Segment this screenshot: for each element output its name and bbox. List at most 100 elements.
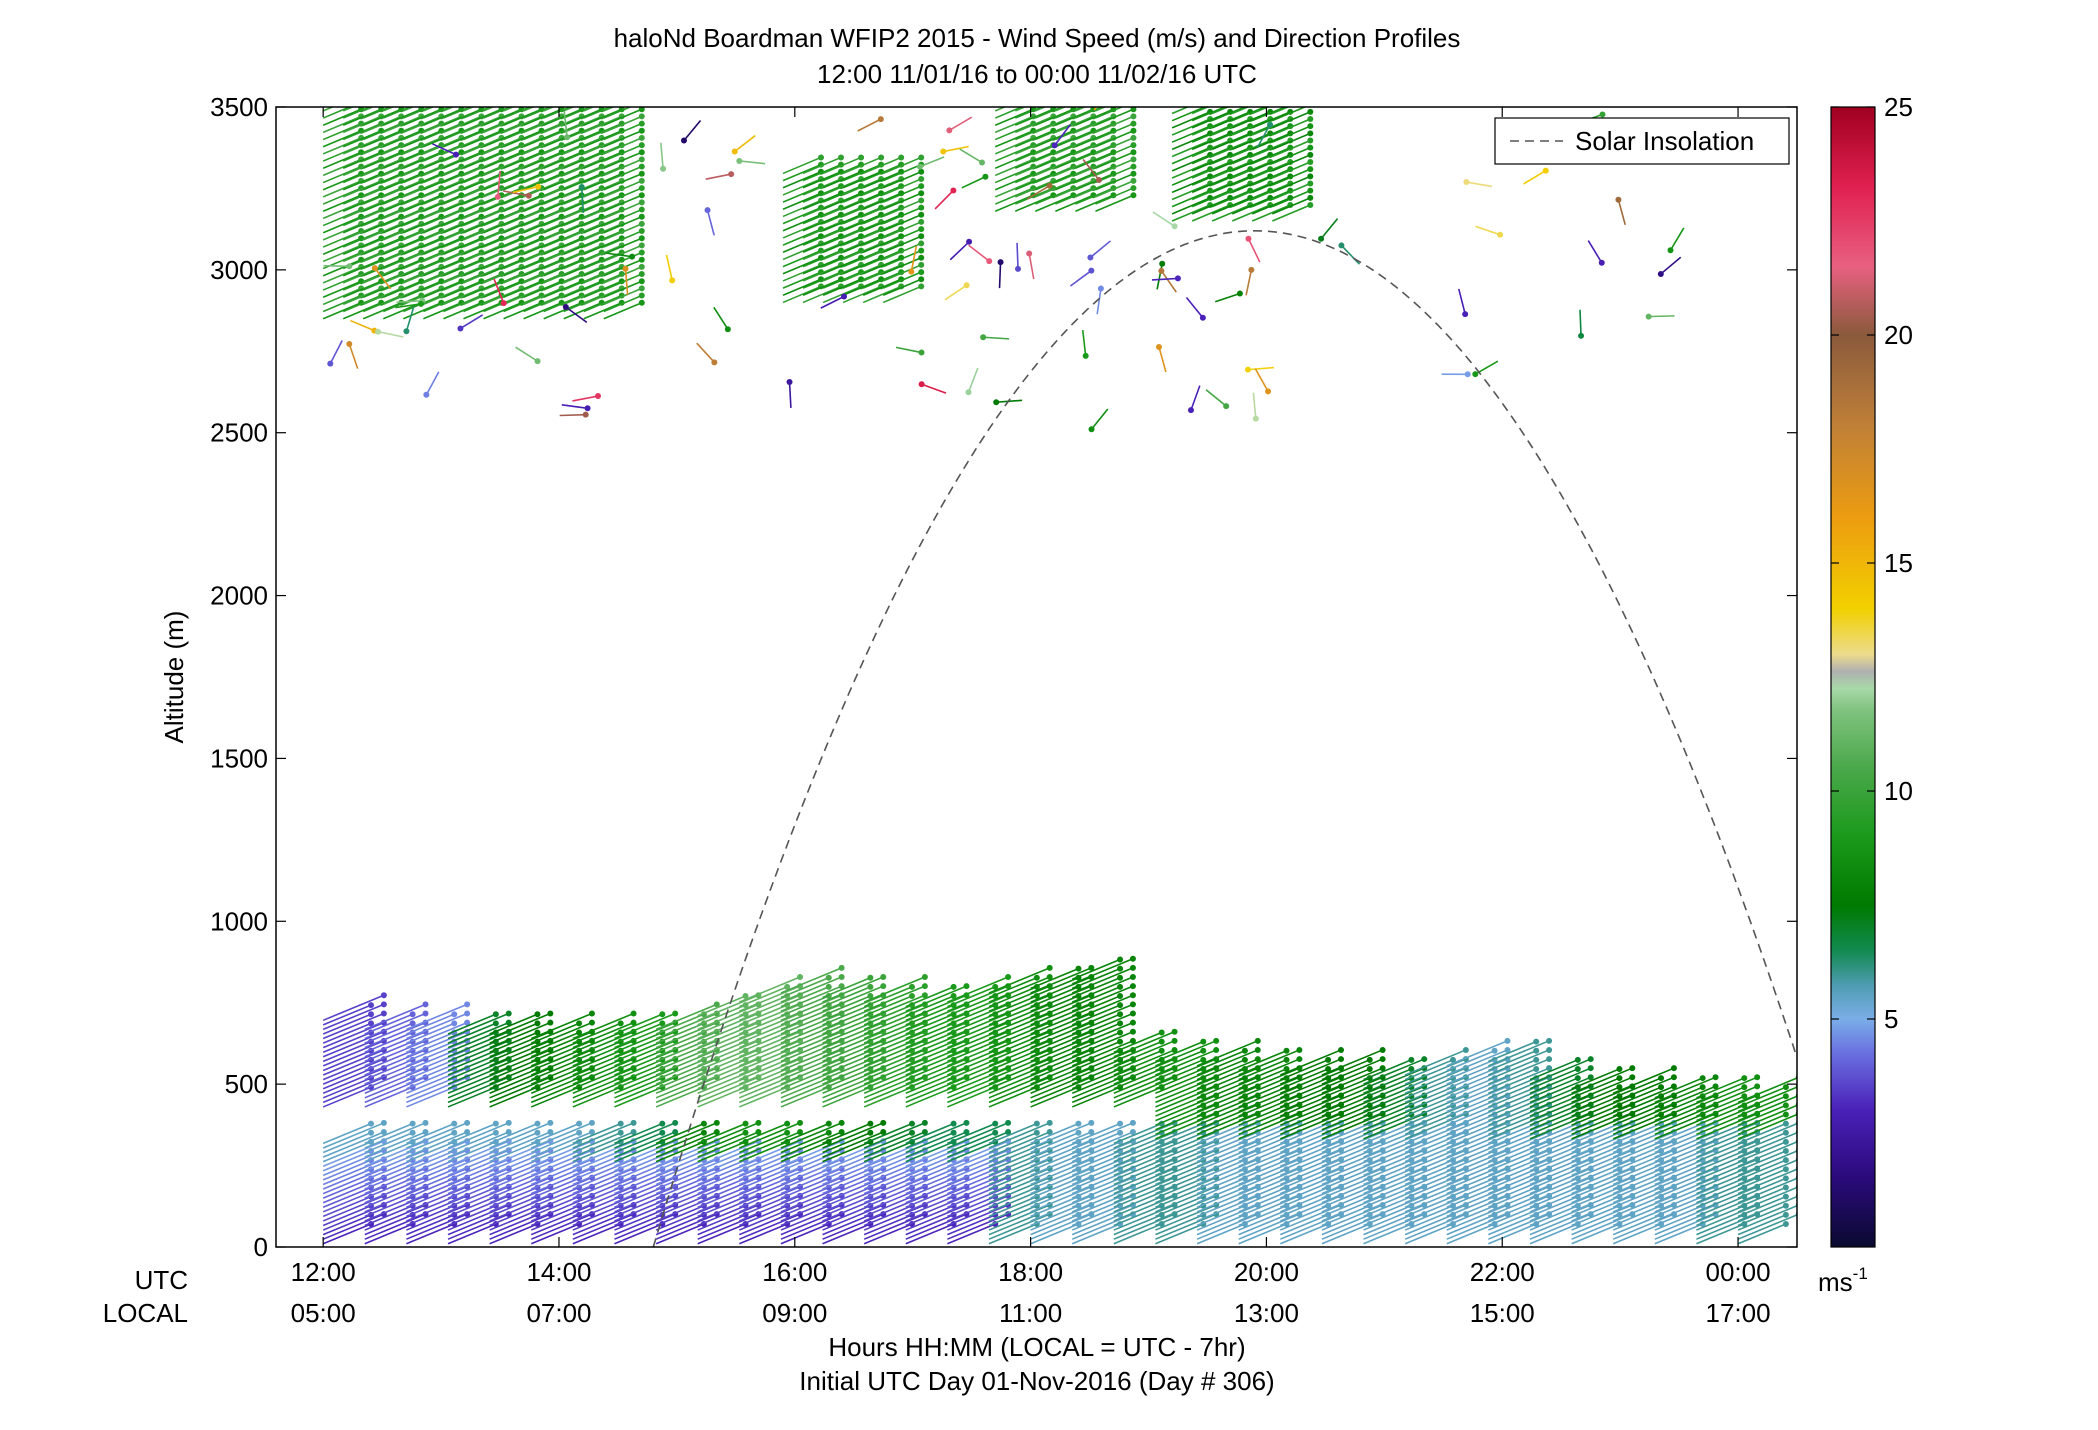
- wind-barb-scatter-head: [732, 148, 738, 154]
- x-tick-label-utc: 14:00: [526, 1257, 591, 1287]
- wind-barb-lower-head: [1213, 1038, 1219, 1044]
- wind-barb-scatter-head: [725, 326, 731, 332]
- wind-barb-scatter-head: [629, 254, 635, 260]
- wind-barb-lower-head: [867, 984, 873, 990]
- wind-barb-lower-head: [1408, 1057, 1414, 1063]
- wind-barb-lower-head: [1575, 1075, 1581, 1081]
- x-tick-label-utc: 12:00: [291, 1257, 356, 1287]
- wind-barb-scatter-head: [1318, 236, 1324, 242]
- wind-barb-scatter-head: [919, 350, 925, 356]
- wind-barb-lower-head: [880, 974, 886, 980]
- wind-barb-scatter-head: [495, 194, 501, 200]
- wind-barb-lower-head: [1629, 1074, 1635, 1080]
- wind-barb-lower-head: [1504, 1038, 1510, 1044]
- wind-barb-lower-head: [1117, 1020, 1123, 1026]
- wind-barb-upper-head: [918, 248, 924, 254]
- wind-barb-lower-head: [867, 1121, 873, 1127]
- wind-barb-lower-head: [589, 1010, 595, 1016]
- wind-barb-upper-head: [639, 285, 645, 291]
- wind-barb-upper-head: [639, 171, 645, 177]
- wind-barb-scatter-head: [966, 239, 972, 245]
- wind-barb-scatter-head: [1465, 371, 1471, 377]
- wind-barb-lower-head: [576, 1121, 582, 1127]
- wind-barb-upper-head: [1307, 138, 1313, 144]
- wind-barb-lower-head: [1242, 1048, 1248, 1054]
- wind-barb-upper-head: [1130, 135, 1136, 141]
- wind-barb-scatter-head: [1462, 311, 1468, 317]
- wind-barb-lower-head: [867, 975, 873, 981]
- wind-barb-scatter-head: [418, 301, 424, 307]
- x-row-label-local: LOCAL: [103, 1298, 188, 1328]
- wind-barb-scatter-head: [595, 393, 601, 399]
- wind-barb-lower-head: [381, 1120, 387, 1126]
- wind-barb-lower-head: [1200, 1048, 1206, 1054]
- wind-barb-lower-head: [451, 1011, 457, 1017]
- wind-barb-scatter-head: [1615, 197, 1621, 203]
- wind-barb-upper-head: [1307, 195, 1313, 201]
- wind-barb-lower-head: [1034, 1121, 1040, 1127]
- wind-barb-scatter-head: [841, 293, 847, 299]
- wind-barb-lower-head: [659, 1130, 665, 1136]
- wind-barb-lower-head: [1325, 1057, 1331, 1063]
- colorbar-tick-label: 15: [1884, 548, 1913, 578]
- wind-barb-upper-head: [918, 205, 924, 211]
- x-tick-label-utc: 22:00: [1470, 1257, 1535, 1287]
- wind-barb-upper-head: [1307, 145, 1313, 151]
- wind-barb-lower-head: [1783, 1185, 1789, 1191]
- wind-barb-lower-head: [1783, 1112, 1789, 1118]
- x-tick-label-local: 07:00: [526, 1298, 591, 1328]
- wind-barb-lower-head: [1130, 956, 1136, 962]
- colorbar-tick-label: 20: [1884, 320, 1913, 350]
- wind-barb-scatter-head: [965, 389, 971, 395]
- wind-barb-lower-head: [1616, 1075, 1622, 1081]
- wind-barb-lower-head: [672, 1120, 678, 1126]
- legend-label: Solar Insolation: [1575, 126, 1754, 156]
- wind-barb-upper-head: [918, 226, 924, 232]
- wind-barb-scatter-head: [917, 164, 923, 170]
- wind-barb-upper-head: [1130, 142, 1136, 148]
- wind-barb-lower-head: [534, 1130, 540, 1136]
- wind-barb-lower-head: [1783, 1139, 1789, 1145]
- wind-barb-lower-head: [1075, 966, 1081, 972]
- wind-barb-lower-head: [1671, 1074, 1677, 1080]
- wind-barb-lower-head: [1117, 1130, 1123, 1136]
- wind-barb-lower-head: [880, 1120, 886, 1126]
- wind-barb-lower-head: [1783, 1194, 1789, 1200]
- wind-barb-lower-head: [672, 1010, 678, 1016]
- wind-barb-lower-head: [797, 1120, 803, 1126]
- wind-barb-lower-head: [743, 1130, 749, 1136]
- wind-barb-scatter-head: [1245, 236, 1251, 242]
- wind-barb-scatter-head: [993, 399, 999, 405]
- x-tick-label-local: 15:00: [1470, 1298, 1535, 1328]
- wind-barb-upper-head: [918, 255, 924, 261]
- y-tick-label: 3000: [210, 255, 268, 285]
- wind-barb-scatter-head: [1543, 168, 1549, 174]
- wind-barb-lower-head: [1200, 1039, 1206, 1045]
- wind-barb-upper-head: [1130, 149, 1136, 155]
- wind-barb-upper-head: [898, 154, 904, 160]
- wind-barb-lower-head: [1130, 1010, 1136, 1016]
- wind-barb-lower-head: [922, 983, 928, 989]
- wind-barb-lower-head: [1047, 1120, 1053, 1126]
- wind-barb-upper-head: [639, 271, 645, 277]
- wind-barb-lower-head: [1005, 1120, 1011, 1126]
- wind-barb-scatter-head: [1472, 371, 1478, 377]
- wind-barb-lower-head: [743, 1121, 749, 1127]
- wind-barb-scatter-head: [1088, 268, 1094, 274]
- wind-barb-lower-head: [576, 1020, 582, 1026]
- wind-barb-scatter-head: [1087, 254, 1093, 260]
- chart-subtitle: 12:00 11/01/16 to 00:00 11/02/16 UTC: [817, 59, 1257, 89]
- wind-barb-scatter-head: [1463, 179, 1469, 185]
- wind-barb-upper-head: [1130, 156, 1136, 162]
- wind-barb-scatter-head: [998, 259, 1004, 265]
- wind-barb-upper-head: [918, 269, 924, 275]
- wind-barb-scatter-head: [681, 138, 687, 144]
- wind-barb-upper-head: [918, 169, 924, 175]
- wind-barb-lower-head: [422, 1001, 428, 1007]
- wind-barb-lower-head: [1172, 1029, 1178, 1035]
- wind-barb-scatter-head: [1646, 314, 1652, 320]
- wind-barb-upper-head: [1307, 202, 1313, 208]
- y-tick-label: 2000: [210, 581, 268, 611]
- y-tick-label: 2500: [210, 418, 268, 448]
- wind-barb-scatter-head: [1089, 426, 1095, 432]
